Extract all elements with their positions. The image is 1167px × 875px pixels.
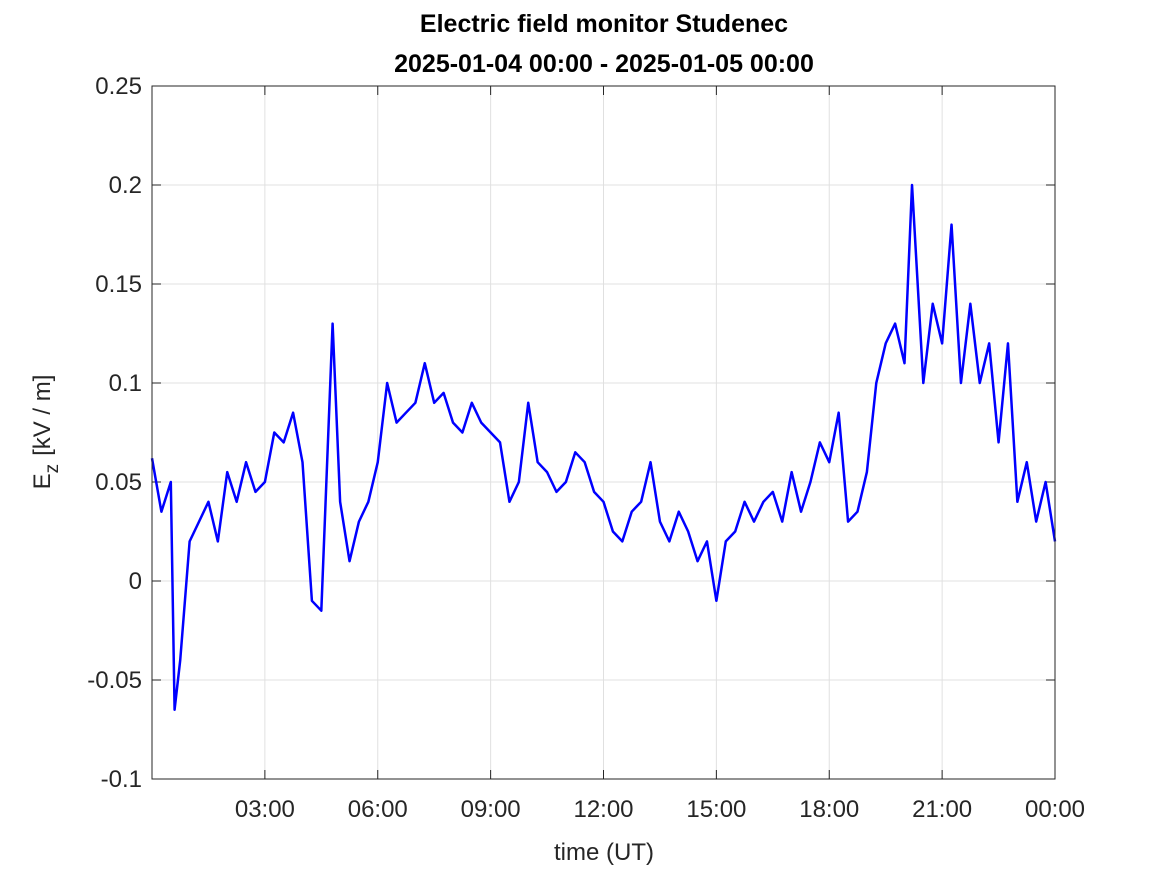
x-tick-label: 00:00 <box>1025 796 1085 823</box>
x-tick-label: 06:00 <box>348 796 408 823</box>
y-tick-label: 0.25 <box>95 73 142 100</box>
x-tick-label: 18:00 <box>799 796 859 823</box>
x-tick-label: 12:00 <box>573 796 633 823</box>
y-tick-label: 0.05 <box>95 469 142 496</box>
x-axis-label: time (UT) <box>554 839 654 866</box>
y-tick-label: 0 <box>129 568 142 595</box>
x-tick-label: 15:00 <box>686 796 746 823</box>
y-tick-label: 0.15 <box>95 271 142 298</box>
x-tick-label: 03:00 <box>235 796 295 823</box>
y-tick-label: 0.1 <box>109 370 142 397</box>
y-tick-label: 0.2 <box>109 172 142 199</box>
y-tick-label: -0.05 <box>87 667 142 694</box>
plot-frame <box>151 85 1056 780</box>
data-line <box>150 183 1057 711</box>
x-tick-label: 09:00 <box>461 796 521 823</box>
chart-subtitle: 2025-01-04 00:00 - 2025-01-05 00:00 <box>394 50 814 78</box>
y-label-rest: [kV / m] <box>29 375 56 456</box>
chart-title: Electric field monitor Studenec <box>420 10 788 38</box>
y-label-sub: z <box>42 464 63 474</box>
x-tick-label: 21:00 <box>912 796 972 823</box>
y-axis-label: Ez [kV / m] <box>29 375 63 490</box>
y-label-main: E <box>29 473 56 489</box>
y-tick-label: -0.1 <box>101 766 142 793</box>
